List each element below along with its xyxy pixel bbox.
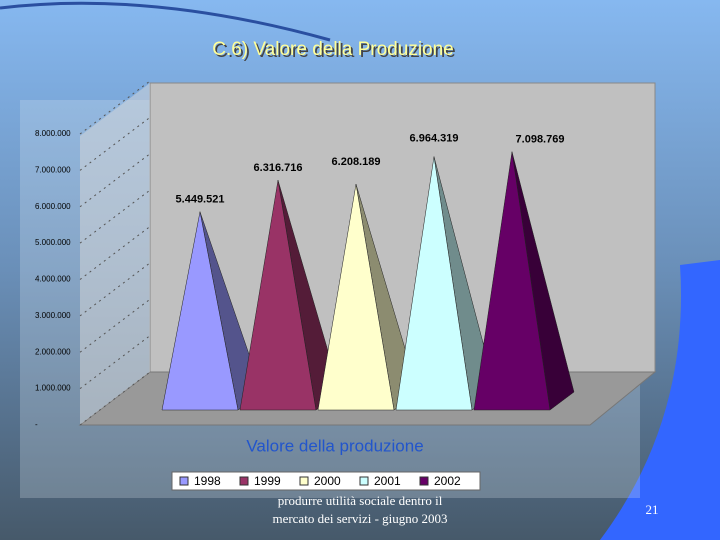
y-tick-label: 8.000.000 — [35, 129, 71, 138]
y-tick-label: 6.000.000 — [35, 202, 71, 211]
y-tick-label: - — [35, 420, 38, 429]
slide-title-shadow: C.6) Valore della Produzione — [214, 41, 456, 62]
y-tick-label: 4.000.000 — [35, 275, 71, 284]
legend-label: 1999 — [254, 474, 281, 488]
decor-arc — [0, 1, 331, 42]
legend-label: 2001 — [374, 474, 401, 488]
value-label: 6.316.716 — [254, 162, 303, 174]
footer-line: produrre utilità sociale dentro il — [278, 493, 443, 508]
decor-shape — [600, 260, 720, 540]
page-number: 21 — [646, 502, 659, 517]
grid-line — [79, 335, 151, 390]
grid-line — [79, 189, 151, 244]
legend-label: 1998 — [194, 474, 221, 488]
y-tick-label: 5.000.000 — [35, 238, 71, 247]
legend-swatch — [179, 476, 189, 486]
value-label: 5.449.521 — [176, 194, 225, 206]
y-tick-label: 7.000.000 — [35, 165, 71, 174]
pyramid — [239, 180, 317, 411]
legend-swatch — [299, 476, 309, 486]
pyramid — [395, 156, 473, 411]
grid-line — [79, 116, 151, 171]
legend-label: 2000 — [314, 474, 341, 488]
legend-swatch — [359, 476, 369, 486]
grid-line — [79, 262, 151, 317]
side-wall — [80, 83, 150, 425]
grid-line — [79, 371, 151, 426]
legend-swatch — [239, 476, 249, 486]
value-label: 6.964.319 — [410, 133, 459, 145]
y-tick-label: 3.000.000 — [35, 311, 71, 320]
pyramid — [161, 211, 239, 411]
y-tick-label: 2.000.000 — [35, 347, 71, 356]
grid-line — [79, 298, 151, 353]
grid-line — [79, 226, 151, 280]
grid-line — [79, 80, 151, 135]
value-label: 7.098.769 — [516, 134, 565, 146]
legend-swatch — [419, 476, 429, 486]
grid-line — [79, 153, 151, 208]
slide-title: C.6) Valore della Produzione — [212, 39, 454, 60]
y-tick-label: 1.000.000 — [35, 384, 71, 393]
pyramid — [473, 151, 551, 411]
legend-label: 2002 — [434, 474, 461, 488]
footer-line: mercato dei servizi - giugno 2003 — [272, 511, 447, 526]
legend — [171, 471, 481, 491]
value-label: 6.208.189 — [332, 156, 381, 168]
pyramid — [317, 184, 395, 411]
chart-title: Valore della produzione — [246, 436, 423, 455]
